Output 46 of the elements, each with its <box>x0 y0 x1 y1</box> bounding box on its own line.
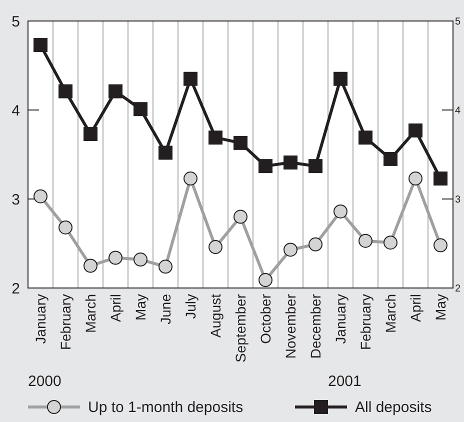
point <box>384 152 398 166</box>
y-tick-label: 3 <box>12 191 20 208</box>
y-tick-label: 2 <box>12 280 20 298</box>
point <box>308 159 322 174</box>
point <box>158 146 172 160</box>
y2-tick-label: 5 <box>455 16 461 28</box>
point <box>84 127 98 142</box>
point <box>108 84 122 98</box>
point <box>434 172 448 186</box>
x-tick-label: May <box>132 294 148 320</box>
point <box>358 130 372 145</box>
legend-label: All deposits <box>355 399 432 416</box>
y2-tick-label: 3 <box>455 194 461 206</box>
y-tick-label: 5 <box>12 13 20 30</box>
y2-tick-label: 2 <box>455 284 461 294</box>
point <box>408 123 422 138</box>
x-tick-label: April <box>407 294 424 322</box>
text: 2001 <box>328 373 362 390</box>
legend-label: Up to 1-month deposits <box>88 399 244 416</box>
point <box>134 102 148 116</box>
x-tick-label: June <box>157 294 174 324</box>
x-tick-label: December <box>307 294 324 359</box>
x-tick-label: April <box>107 294 124 322</box>
x-tick-label: September <box>232 294 248 362</box>
x-tick-label: February <box>57 294 74 350</box>
x-tick-label: January <box>32 294 48 344</box>
x-tick-label: January <box>332 294 348 344</box>
x-tick-label: March <box>382 294 398 333</box>
point <box>234 136 248 150</box>
x-tick-label: May <box>432 294 448 320</box>
point <box>334 72 348 86</box>
x-tick-label: November <box>282 294 298 359</box>
x-tick-label: February <box>357 294 374 350</box>
point <box>34 38 48 52</box>
point <box>184 72 198 86</box>
point <box>208 130 222 145</box>
point <box>258 159 272 174</box>
y-tick-label: 4 <box>12 102 20 120</box>
x-tick-label: October <box>257 294 274 344</box>
x-tick-label: August <box>207 294 224 338</box>
point <box>58 84 72 98</box>
x-tick-label: March <box>82 294 98 333</box>
x-tick-label: July <box>182 294 198 319</box>
text: 2000 <box>28 373 62 390</box>
point <box>284 156 298 170</box>
y2-tick-label: 4 <box>455 106 461 116</box>
